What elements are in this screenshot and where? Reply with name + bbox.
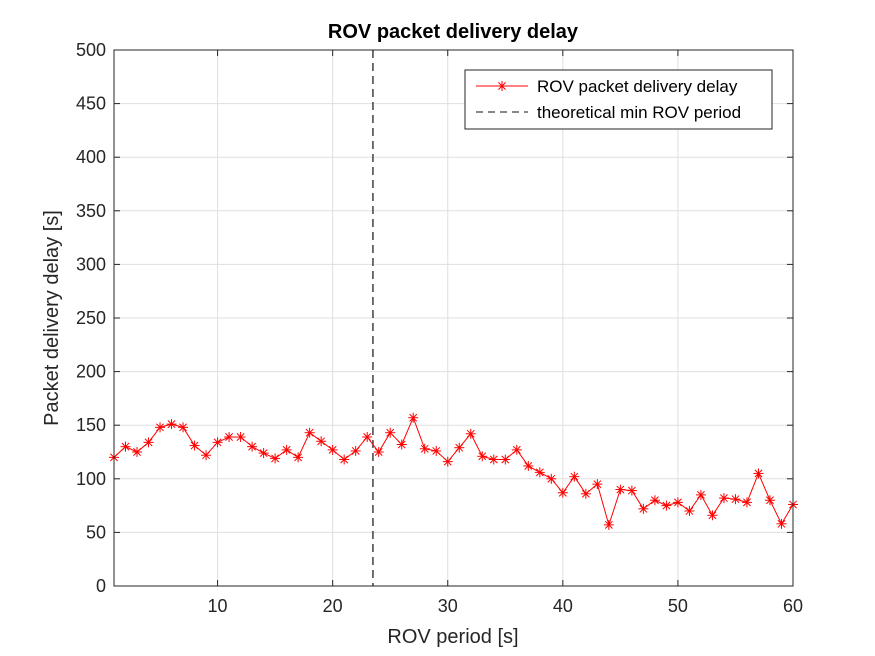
delay-data-point <box>339 454 350 465</box>
y-tick-label: 400 <box>76 147 106 167</box>
delay-data-point <box>465 428 476 439</box>
x-tick-label: 20 <box>323 596 343 616</box>
delay-data-point <box>454 442 465 453</box>
delay-data-point <box>212 437 223 448</box>
y-tick-label: 250 <box>76 308 106 328</box>
delay-data-point <box>741 497 752 508</box>
delay-data-point <box>695 489 706 500</box>
delay-data-point <box>442 456 453 467</box>
delay-data-point <box>431 445 442 456</box>
delay-data-point <box>626 485 637 496</box>
legend-box <box>464 69 773 130</box>
delay-data-point <box>281 444 292 455</box>
delay-data-point <box>408 412 419 423</box>
delay-data-point <box>201 450 212 461</box>
delay-data-point <box>557 487 568 498</box>
x-tick-label: 50 <box>668 596 688 616</box>
series-layer <box>109 412 798 530</box>
legend: ROV packet delivery delay theoretical mi… <box>464 69 773 130</box>
delay-data-point <box>477 451 488 462</box>
delay-data-point <box>178 422 189 433</box>
delay-data-point <box>569 471 580 482</box>
delay-data-point <box>224 431 235 442</box>
delay-data-point <box>120 441 131 452</box>
delay-data-point <box>580 488 591 499</box>
delay-data-point <box>511 444 522 455</box>
delay-data-point <box>661 500 672 511</box>
x-tick-label: 60 <box>783 596 803 616</box>
delay-data-point <box>718 493 729 504</box>
x-tick-label: 10 <box>208 596 228 616</box>
delay-data-point <box>753 468 764 479</box>
x-tick-label: 30 <box>438 596 458 616</box>
delay-data-point <box>362 431 373 442</box>
delay-data-point <box>707 510 718 521</box>
delay-data-point <box>132 447 143 457</box>
delay-data-point <box>488 454 499 465</box>
legend-label-min-period: theoretical min ROV period <box>537 103 741 122</box>
delay-data-point <box>385 427 396 438</box>
delay-data-point <box>500 454 511 465</box>
delay-data-point <box>327 444 338 455</box>
delay-data-point <box>316 436 327 447</box>
delay-data-point <box>166 419 177 430</box>
legend-label-delay: ROV packet delivery delay <box>537 77 738 96</box>
y-tick-label: 500 <box>76 40 106 60</box>
delay-data-point <box>350 445 361 456</box>
delay-data-point <box>396 439 407 450</box>
delay-data-point <box>638 503 649 514</box>
delay-data-point <box>304 427 315 438</box>
delay-data-point <box>776 518 787 529</box>
delay-data-point <box>534 467 545 478</box>
delay-data-point <box>293 452 304 463</box>
delay-data-point <box>615 484 626 495</box>
delay-data-point <box>764 495 775 506</box>
delay-data-point <box>672 497 683 508</box>
delay-data-point <box>592 479 603 490</box>
y-tick-label: 350 <box>76 201 106 221</box>
delay-data-point <box>270 453 281 464</box>
delay-data-point <box>155 422 166 433</box>
x-tick-label: 40 <box>553 596 573 616</box>
delay-data-point <box>235 431 246 442</box>
delay-data-point <box>649 495 660 506</box>
delay-data-point <box>419 443 430 454</box>
y-tick-label: 0 <box>96 576 106 596</box>
delay-data-point <box>258 448 269 459</box>
chart-title: ROV packet delivery delay <box>328 21 579 43</box>
y-tick-label: 200 <box>76 362 106 382</box>
y-axis-label: Packet delivery delay [s] <box>41 210 63 426</box>
x-axis-label: ROV period [s] <box>387 626 518 648</box>
delay-data-point <box>603 519 614 530</box>
y-tick-label: 50 <box>86 522 106 542</box>
y-tick-label: 450 <box>76 94 106 114</box>
y-tick-label: 100 <box>76 469 106 489</box>
delay-data-point <box>546 473 557 484</box>
delay-data-point <box>684 505 695 516</box>
axes-ticks: 10 20 30 40 50 60 0 50 100 150 200 250 300 350 400 450 5… <box>76 40 803 616</box>
y-tick-label: 300 <box>76 254 106 274</box>
legend-asterisk-marker <box>497 81 507 91</box>
delay-data-point <box>373 447 384 457</box>
delay-data-point <box>247 441 258 452</box>
delay-data-point <box>730 494 741 505</box>
y-tick-label: 150 <box>76 415 106 435</box>
delay-data-point <box>523 460 534 471</box>
delay-data-point <box>143 437 154 448</box>
delay-data-point <box>189 440 200 451</box>
